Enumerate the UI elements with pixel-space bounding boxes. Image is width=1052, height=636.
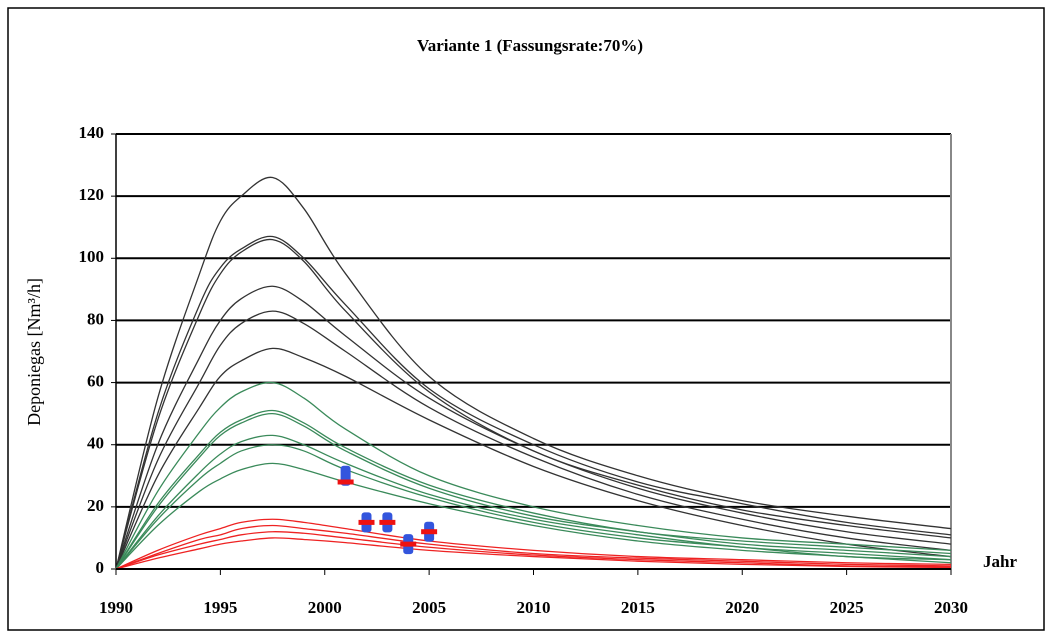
curve (115, 524, 952, 570)
chart-title: Variante 1 (Fassungsrate:70%) (417, 36, 643, 55)
x-tick-label: 2010 (517, 598, 551, 617)
y-tick-label: 60 (87, 371, 104, 390)
measurement (400, 541, 417, 547)
x-tick-label: 2030 (934, 598, 968, 617)
x-tick-label: 2020 (725, 598, 759, 617)
curve (115, 285, 952, 570)
curve (115, 347, 952, 570)
x-tick-label: 2005 (412, 598, 446, 617)
curve (115, 531, 952, 570)
curve (115, 238, 952, 570)
x-tick-label: 2025 (830, 598, 864, 617)
x-axis-label: Jahr (983, 552, 1017, 571)
curve (115, 381, 952, 570)
y-tick-label: 40 (87, 434, 104, 453)
measurement (358, 519, 375, 525)
curve (115, 409, 952, 570)
y-tick-label: 0 (96, 558, 105, 577)
y-tick-label: 100 (79, 247, 105, 266)
x-tick-label: 2015 (621, 598, 655, 617)
y-tick-label: 120 (79, 185, 105, 204)
y-tick-label: 140 (79, 123, 105, 142)
curve (115, 518, 952, 570)
y-tick-label: 20 (87, 496, 104, 515)
curve (115, 310, 952, 570)
y-tick-label: 80 (87, 309, 104, 328)
curve (115, 462, 952, 570)
curve (115, 444, 952, 570)
x-tick-label: 1990 (99, 598, 133, 617)
curve (115, 537, 952, 570)
x-tick-label: 1995 (203, 598, 237, 617)
measurement (421, 529, 438, 535)
curve (115, 412, 952, 570)
curve (115, 176, 952, 570)
y-axis-label: Deponiegas [Nm³/h] (24, 278, 44, 426)
measurement (337, 479, 354, 485)
measurement (379, 519, 396, 525)
frame (7, 7, 1045, 631)
x-tick-label: 2000 (308, 598, 342, 617)
curve (115, 235, 952, 570)
